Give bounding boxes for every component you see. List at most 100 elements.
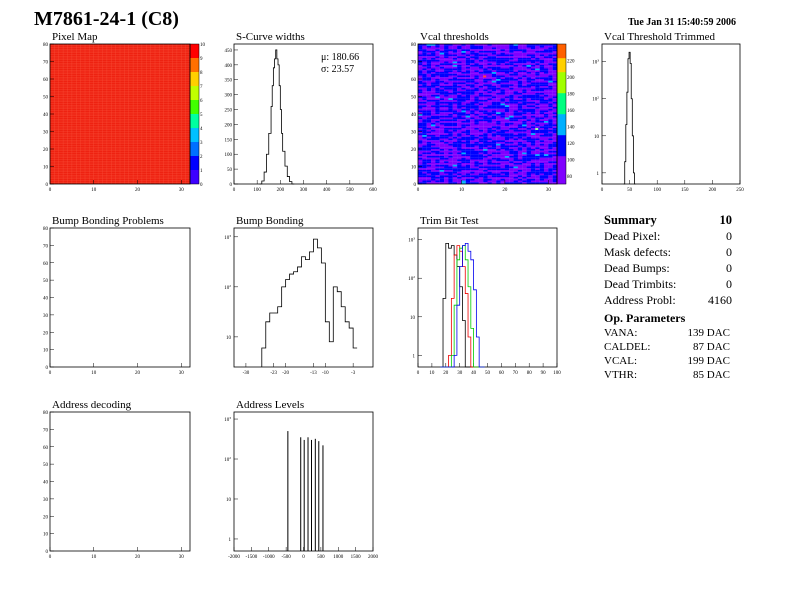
vcal-cell (496, 164, 501, 167)
y-tick-label: 10 (411, 166, 417, 171)
vcal-cell (543, 87, 549, 90)
vcal-cell (496, 47, 501, 50)
vcal-cell (435, 121, 440, 123)
vcal-cell (517, 103, 523, 106)
panel-title: Vcal thresholds (420, 31, 489, 43)
vcal-cell (457, 112, 462, 115)
vcal-cell (539, 166, 545, 169)
vcal-cell (509, 91, 514, 94)
vcal-cell (496, 107, 501, 109)
vcal-cell (513, 124, 519, 127)
vcal-cell (470, 101, 475, 104)
vcal-cell (552, 135, 558, 137)
vcal-cell (448, 96, 453, 99)
vcal-cell (448, 161, 453, 164)
vcal-cell (504, 171, 510, 174)
vcal-cell (526, 142, 532, 144)
vcal-cell (500, 87, 505, 90)
vcal-cell (470, 75, 475, 78)
vcal-cell (448, 72, 453, 74)
vcal-cell (483, 65, 488, 67)
x-tick-label: -2000 (228, 555, 240, 560)
vcal-cell (483, 182, 488, 185)
vcal-cell (426, 70, 432, 73)
vcal-cell (431, 128, 436, 130)
vcal-cell (496, 140, 501, 143)
vcal-cell (509, 182, 514, 185)
vcal-cell (487, 63, 492, 66)
vcal-cell (500, 147, 505, 150)
vcal-cell (517, 135, 523, 137)
vcal-cell (418, 101, 423, 104)
vcal-cell (439, 72, 445, 74)
vcal-cell (543, 136, 549, 139)
vcal-cell (444, 154, 449, 157)
vcal-cell (444, 52, 449, 55)
vcal-cell (535, 73, 540, 76)
vcal-cell (539, 96, 545, 99)
vcal-cell (543, 182, 549, 185)
vcal-cell (444, 63, 449, 66)
vcal-cell (548, 89, 553, 92)
vcal-cell (539, 175, 545, 178)
vcal-cell (444, 89, 449, 92)
vcal-cell (517, 70, 523, 73)
vcal-cell (504, 59, 510, 62)
vcal-cell (513, 61, 519, 64)
vcal-cell (539, 129, 545, 132)
vcal-cell (418, 49, 423, 52)
vcal-cell (461, 157, 466, 160)
vcal-cell (474, 58, 479, 60)
vcal-cell (491, 170, 497, 172)
vcal-cell (418, 159, 423, 162)
vcal-cell (548, 173, 553, 176)
vcal-cell (491, 108, 497, 111)
vcal-cell (500, 168, 505, 171)
vcal-cell (435, 168, 440, 171)
vcal-cell (543, 156, 549, 158)
vcal-cell (422, 131, 427, 134)
vcal-cell (530, 51, 536, 53)
vcal-cell (461, 65, 466, 67)
vcal-cell (470, 152, 475, 155)
vcal-cell (465, 177, 471, 179)
vcal-cell (435, 77, 440, 80)
vcal-cell (474, 112, 479, 115)
vcal-cell (513, 49, 519, 52)
y-tick-label: 10 (226, 336, 232, 341)
vcal-cell (522, 175, 527, 178)
vcal-cell (457, 45, 462, 48)
vcal-cell (539, 73, 545, 76)
vcal-cell (500, 93, 505, 95)
vcal-cell (530, 138, 536, 141)
vcal-cell (452, 140, 458, 143)
vcal-cell (452, 180, 458, 183)
vcal-cell (530, 100, 536, 102)
vcal-cell (500, 159, 505, 162)
vcal-cell (465, 73, 471, 76)
y-tick-label: 103 (224, 234, 231, 241)
vcal-cell (509, 126, 514, 129)
vcal-cell (448, 98, 453, 101)
vcal-cell (504, 140, 510, 143)
vcal-cell (439, 121, 445, 123)
vcal-cell (535, 171, 540, 174)
vcal-cell (513, 77, 519, 80)
vcal-cell (496, 166, 501, 169)
vcal-cell (539, 89, 545, 92)
vcal-cell (457, 152, 462, 155)
vcal-cell (478, 175, 484, 178)
vcal-cell (426, 147, 432, 150)
vcal-cell (535, 114, 540, 116)
vcal-cell (470, 114, 475, 116)
vcal-cell (474, 145, 479, 148)
vcal-cell (474, 47, 479, 50)
vcal-cell (530, 110, 536, 113)
vcal-cell (483, 147, 488, 150)
vcal-cell (439, 154, 445, 157)
vcal-cell (509, 77, 514, 80)
vcal-cell (448, 143, 453, 146)
vcal-cell (439, 70, 445, 73)
vcal-cell (470, 129, 475, 132)
